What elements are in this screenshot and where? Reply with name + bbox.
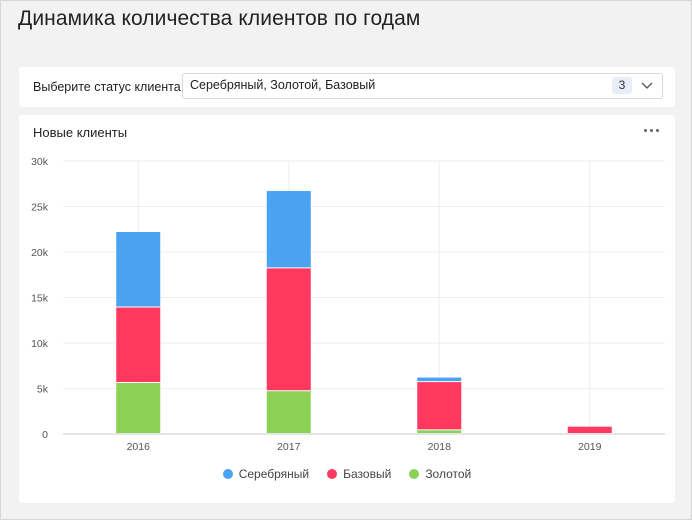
client-status-select[interactable]: Серебряный, Золотой, Базовый 3 — [182, 73, 663, 99]
filter-label: Выберите статус клиента — [33, 80, 181, 94]
bar-segment[interactable] — [266, 391, 311, 433]
bar-segment[interactable] — [116, 383, 161, 433]
bar-segment[interactable] — [417, 430, 462, 433]
stacked-bar-chart: 0 5k 10k 15k 20k 25k 30k 2016 2017 2018 2019 — [31, 156, 665, 453]
legend-dot-icon — [409, 469, 420, 479]
legend-dot-icon — [222, 469, 233, 479]
bar-segment[interactable] — [116, 307, 161, 383]
legend-label: Базовый — [343, 467, 392, 481]
select-value: Серебряный, Золотой, Базовый — [190, 78, 376, 92]
legend-item[interactable]: Серебряный — [222, 467, 310, 481]
y-tick-label: 20k — [31, 247, 49, 259]
legend-dot-icon — [327, 469, 338, 479]
chart-title: Новые клиенты — [33, 125, 128, 140]
y-tick-label: 15k — [31, 293, 49, 305]
x-tick-label: 2017 — [277, 441, 301, 453]
bar-segment[interactable] — [266, 268, 311, 391]
chevron-down-icon[interactable] — [641, 78, 653, 92]
more-options-icon[interactable] — [643, 123, 661, 137]
x-tick-label: 2016 — [127, 441, 151, 453]
legend-label: Серебряный — [238, 467, 310, 481]
chart-card: Новые клиенты 0 5k 10k 15k 20k 25k 30k 2016 2017… — [19, 115, 675, 503]
bar-segment[interactable] — [417, 382, 462, 430]
bar-segment[interactable] — [417, 377, 462, 382]
legend-item[interactable]: Базовый — [327, 467, 391, 481]
chart-legend: Серебряный Базовый Золотой — [19, 467, 675, 487]
bar-segment[interactable] — [116, 231, 161, 307]
page-title: Динамика количества клиентов по годам — [18, 7, 421, 30]
legend-item[interactable]: Золотой — [409, 467, 471, 481]
y-tick-label: 5k — [37, 384, 49, 396]
y-tick-label: 10k — [31, 338, 49, 350]
bar-segment[interactable] — [567, 426, 612, 433]
y-tick-label: 25k — [31, 202, 49, 214]
legend-label: Золотой — [425, 467, 472, 481]
filter-panel: Выберите статус клиента Серебряный, Золо… — [19, 67, 675, 107]
selected-count-badge: 3 — [612, 77, 632, 94]
y-tick-label: 0 — [42, 429, 48, 441]
x-tick-label: 2018 — [428, 441, 452, 453]
x-tick-label: 2019 — [578, 441, 602, 453]
y-tick-label: 30k — [31, 156, 49, 168]
bar-segment[interactable] — [266, 191, 311, 268]
